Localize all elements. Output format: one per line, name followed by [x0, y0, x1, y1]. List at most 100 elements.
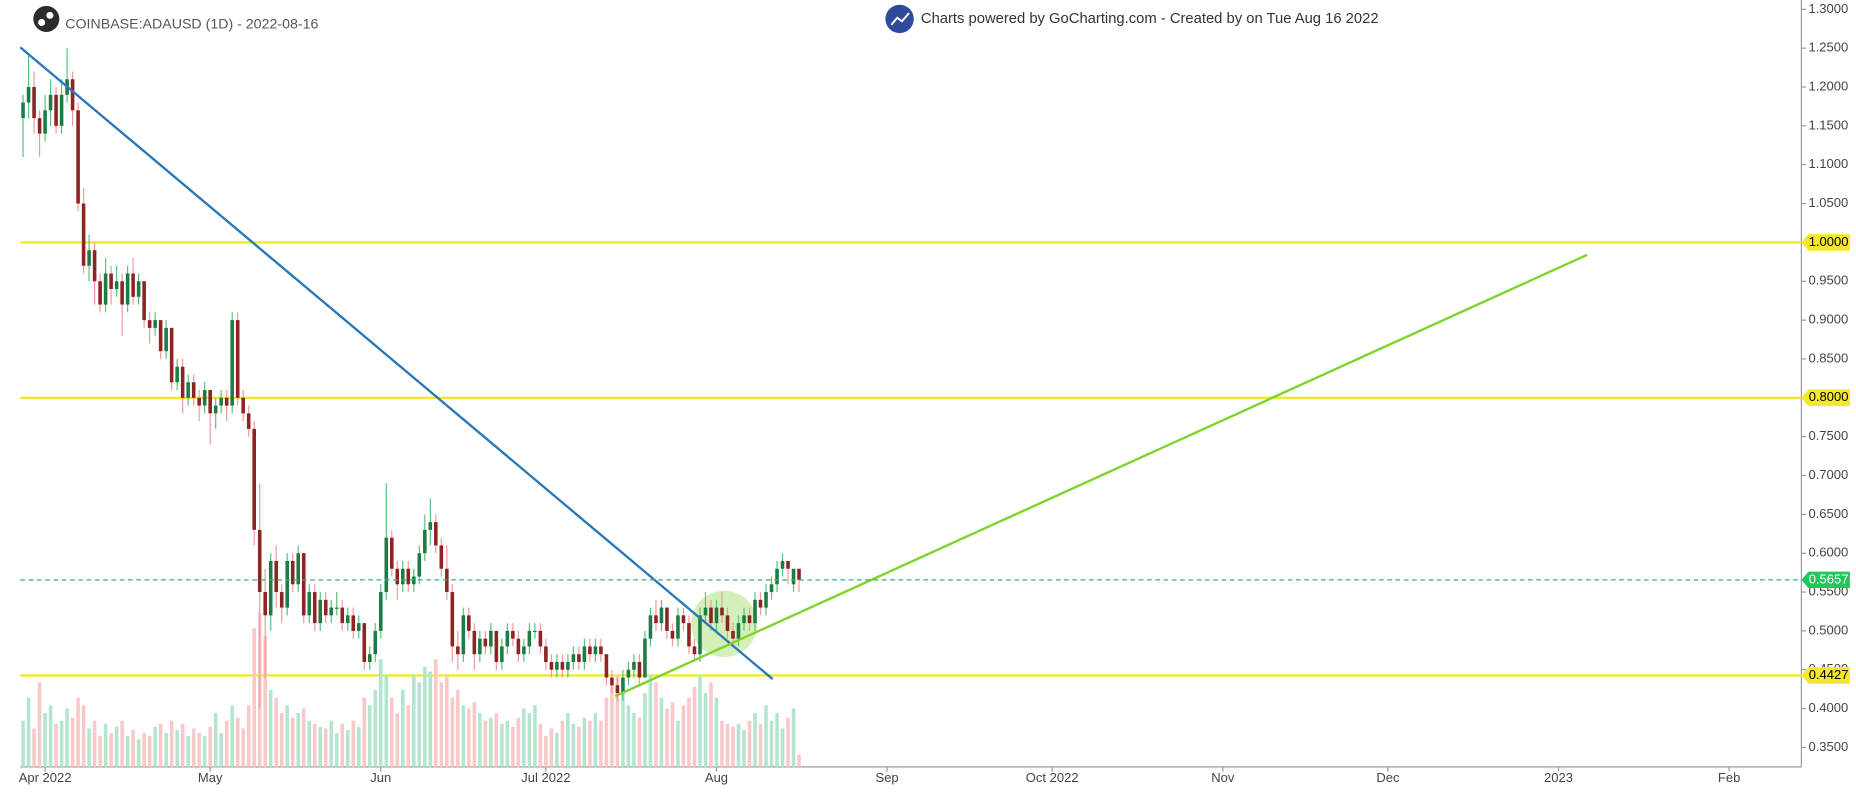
candle-body [37, 118, 42, 134]
candle-body [632, 661, 636, 670]
volume-bar [153, 726, 157, 767]
volume-bar [345, 729, 350, 767]
candle-body [560, 661, 565, 670]
candle-body [285, 560, 290, 608]
candle-body [599, 646, 603, 655]
candle-body [571, 654, 576, 662]
volume-bar [191, 728, 196, 767]
candle-body [32, 87, 36, 119]
volume-bar [290, 717, 295, 767]
candle-body [362, 623, 367, 662]
volume-bar [764, 705, 768, 767]
volume-bar [648, 674, 653, 767]
volume-bar [268, 689, 273, 767]
volume-bar [423, 666, 427, 767]
candle-body [769, 584, 774, 593]
candle-body [401, 568, 405, 585]
volume-bar [26, 697, 31, 767]
candle-body [147, 320, 152, 328]
volume-bar [797, 754, 801, 767]
y-tick-label: 1.1000 [1808, 156, 1848, 171]
x-tick-label: May [198, 770, 223, 785]
candle-body [670, 630, 675, 639]
volume-bar [274, 697, 279, 767]
volume-bar [48, 705, 53, 767]
y-tick-label: 0.4000 [1808, 700, 1848, 715]
volume-bar [780, 728, 785, 767]
volume-bar [312, 723, 317, 767]
candle-body [615, 685, 620, 694]
volume-bar [98, 736, 102, 767]
volume-bar [208, 726, 212, 767]
candle-body [753, 599, 757, 624]
volume-bar [351, 720, 356, 767]
candle-body [516, 638, 521, 655]
trendline [614, 253, 1588, 698]
volume-bar [681, 705, 686, 767]
candle-body [345, 615, 350, 624]
volume-bar [230, 705, 234, 767]
candle-body [103, 273, 108, 305]
volume-bar [246, 705, 251, 767]
y-tick-label: 0.7000 [1808, 467, 1848, 482]
candle-body [643, 638, 647, 678]
candle-body [208, 390, 212, 414]
candle-body [180, 366, 185, 398]
volume-bar [698, 674, 702, 767]
x-tick-label: Aug [705, 770, 728, 785]
x-tick-label: Jun [370, 770, 391, 785]
candle-body [235, 320, 240, 398]
volume-bar [142, 733, 146, 767]
volume-bar [483, 720, 488, 767]
candle-body [467, 615, 471, 631]
volume-bar [241, 728, 245, 767]
candle-body [191, 382, 196, 398]
volume-bar [401, 689, 405, 767]
candle-body [92, 250, 97, 282]
candle-body [610, 677, 614, 686]
volume-bar [70, 717, 75, 767]
volume-bar [417, 682, 422, 767]
candle-body [26, 87, 31, 103]
x-tick-label: Apr 2022 [19, 770, 72, 785]
volume-bar [753, 713, 757, 767]
y-tick-label: 0.6000 [1808, 545, 1848, 560]
volume-bar [136, 739, 141, 767]
volume-bar [615, 674, 620, 767]
candle-body [417, 553, 422, 577]
candle-body [423, 529, 427, 554]
volume-bar [362, 697, 367, 767]
candle-body [731, 630, 735, 639]
candle-body [279, 592, 284, 608]
candle-body [621, 677, 625, 694]
candle-body [505, 630, 510, 647]
candle-body [114, 281, 119, 290]
volume-bar [791, 708, 796, 767]
candle-body [637, 661, 642, 678]
volume-bar [131, 729, 135, 767]
volume-bar [494, 713, 499, 767]
trendline [19, 46, 774, 680]
candle-body [389, 537, 394, 569]
candle-body [626, 669, 631, 678]
candle-body [54, 94, 58, 126]
candle-body [296, 553, 301, 585]
candle-body [274, 560, 279, 593]
volume-bar [665, 708, 669, 767]
candle-body [549, 661, 554, 670]
candle-body [428, 522, 433, 530]
volume-bar [467, 708, 471, 767]
volume-bar [378, 659, 383, 767]
x-tick-label: Feb [1718, 770, 1740, 785]
volume-bar [742, 729, 746, 767]
candle-body [367, 654, 372, 662]
candle-body [301, 553, 306, 616]
volume-bar [389, 697, 394, 767]
candle-body [351, 615, 356, 631]
y-tick-label: 0.5000 [1808, 622, 1848, 637]
candle-body [742, 615, 746, 624]
candle-body [791, 568, 796, 585]
candle-body [654, 615, 658, 624]
highlight-circle [691, 590, 758, 658]
candle-body [698, 615, 702, 655]
